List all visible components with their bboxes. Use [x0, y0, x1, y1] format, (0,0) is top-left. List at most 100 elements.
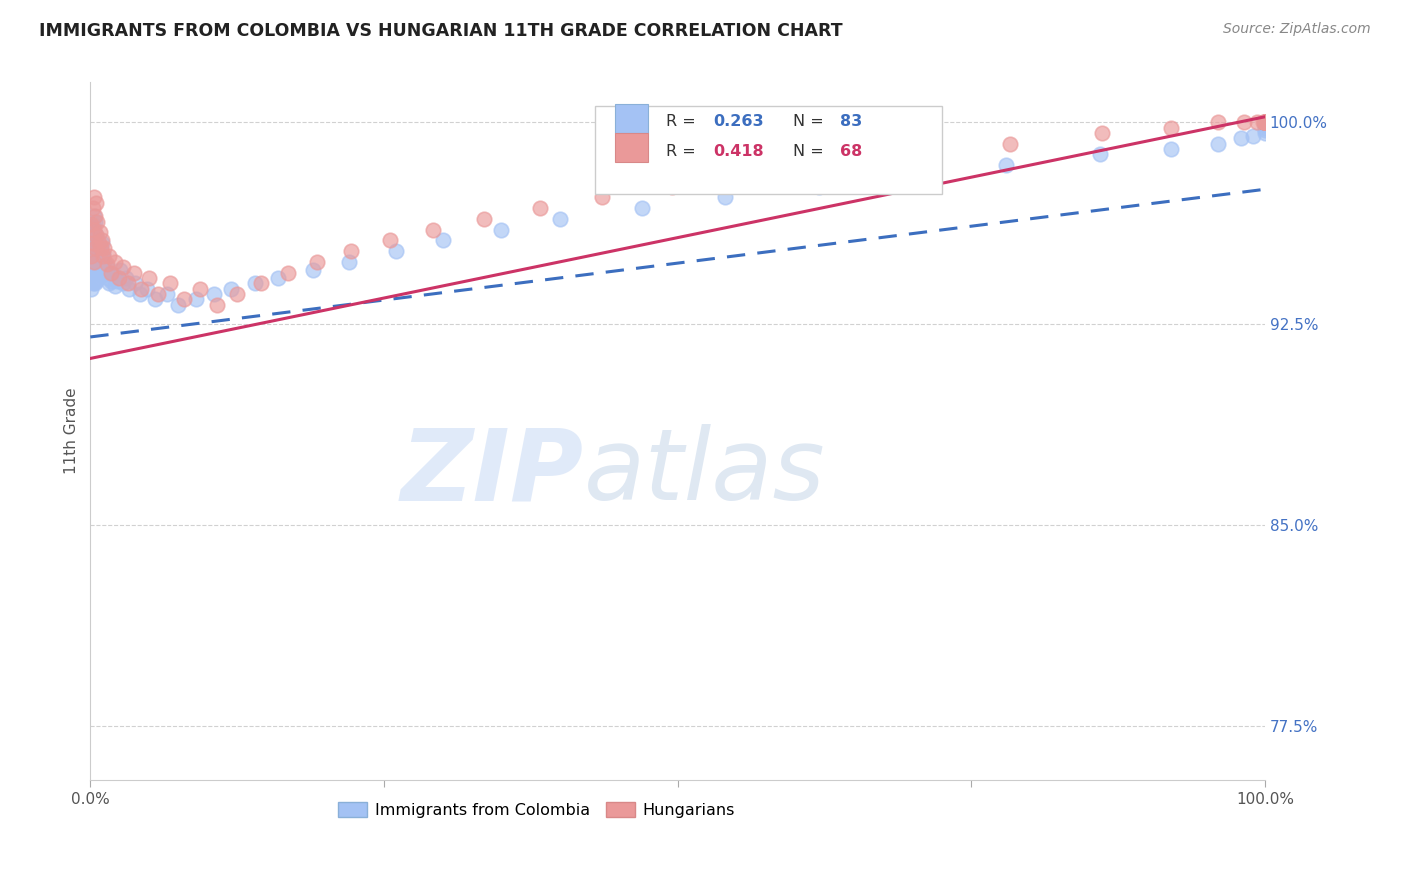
- Point: [91, 235, 114, 250]
- Point: [167, 298, 190, 312]
- Point: [80, 235, 103, 250]
- Point: [1254, 115, 1277, 129]
- Point: [82, 263, 104, 277]
- Point: [1206, 136, 1229, 151]
- Point: [91, 249, 114, 263]
- Text: 0.418: 0.418: [713, 144, 763, 159]
- Point: [1254, 115, 1277, 129]
- Point: [80, 249, 103, 263]
- Point: [135, 282, 157, 296]
- Point: [84, 274, 107, 288]
- Point: [472, 211, 495, 226]
- Text: ZIP: ZIP: [401, 425, 583, 521]
- Point: [98, 277, 121, 291]
- Point: [631, 201, 654, 215]
- Point: [1254, 120, 1277, 135]
- Point: [83, 209, 105, 223]
- Point: [104, 254, 127, 268]
- Point: [118, 282, 141, 296]
- Point: [91, 233, 114, 247]
- Point: [112, 260, 135, 274]
- Point: [84, 227, 107, 242]
- Point: [340, 244, 363, 258]
- Point: [122, 266, 145, 280]
- Point: [591, 190, 613, 204]
- Point: [98, 249, 121, 263]
- Point: [80, 252, 103, 266]
- Point: [84, 230, 107, 244]
- Point: [302, 263, 325, 277]
- Point: [737, 169, 759, 183]
- Point: [86, 235, 108, 250]
- Point: [548, 211, 571, 226]
- Point: [100, 266, 122, 280]
- Point: [89, 225, 111, 239]
- Point: [1254, 123, 1277, 137]
- Point: [90, 263, 112, 277]
- Point: [86, 266, 108, 280]
- Point: [86, 214, 108, 228]
- Point: [83, 274, 105, 288]
- Point: [1241, 128, 1264, 143]
- Point: [84, 209, 107, 223]
- Point: [83, 227, 105, 242]
- Point: [219, 282, 242, 296]
- Text: R =: R =: [666, 144, 700, 159]
- Point: [87, 244, 110, 258]
- Point: [82, 217, 104, 231]
- Point: [80, 266, 103, 280]
- Point: [114, 271, 136, 285]
- Point: [84, 244, 107, 258]
- Point: [1254, 115, 1277, 129]
- Text: IMMIGRANTS FROM COLOMBIA VS HUNGARIAN 11TH GRADE CORRELATION CHART: IMMIGRANTS FROM COLOMBIA VS HUNGARIAN 11…: [39, 22, 844, 40]
- Point: [1254, 115, 1277, 129]
- Point: [96, 260, 118, 274]
- Point: [491, 222, 513, 236]
- Point: [94, 266, 117, 280]
- Point: [820, 158, 842, 172]
- Point: [84, 246, 107, 260]
- Point: [86, 249, 108, 263]
- Point: [82, 233, 104, 247]
- Text: atlas: atlas: [583, 425, 825, 521]
- Point: [91, 263, 114, 277]
- Text: 83: 83: [839, 114, 862, 129]
- Point: [1254, 115, 1277, 129]
- Point: [1254, 115, 1277, 129]
- Point: [807, 179, 830, 194]
- Point: [89, 254, 111, 268]
- Point: [97, 271, 120, 285]
- Point: [80, 217, 103, 231]
- Point: [104, 279, 127, 293]
- Point: [173, 293, 195, 307]
- Point: [1254, 115, 1277, 129]
- Point: [138, 271, 160, 285]
- Point: [98, 266, 121, 280]
- Point: [124, 277, 146, 291]
- Text: N =: N =: [793, 144, 828, 159]
- Y-axis label: 11th Grade: 11th Grade: [65, 388, 79, 475]
- Point: [1251, 115, 1274, 129]
- Point: [378, 233, 401, 247]
- Point: [90, 249, 112, 263]
- Point: [159, 277, 181, 291]
- Point: [84, 195, 107, 210]
- Point: [1254, 115, 1277, 129]
- Point: [249, 277, 271, 291]
- Point: [1206, 115, 1229, 129]
- Point: [661, 179, 683, 194]
- Text: 0.263: 0.263: [713, 114, 763, 129]
- Point: [84, 227, 107, 242]
- Point: [1233, 115, 1256, 129]
- Point: [90, 241, 112, 255]
- Point: [84, 277, 107, 291]
- Point: [93, 254, 115, 268]
- Point: [83, 222, 105, 236]
- Point: [1091, 126, 1114, 140]
- Point: [105, 274, 128, 288]
- Point: [80, 222, 103, 236]
- Point: [1254, 115, 1277, 129]
- Point: [129, 282, 152, 296]
- Point: [907, 147, 929, 161]
- Point: [148, 287, 170, 301]
